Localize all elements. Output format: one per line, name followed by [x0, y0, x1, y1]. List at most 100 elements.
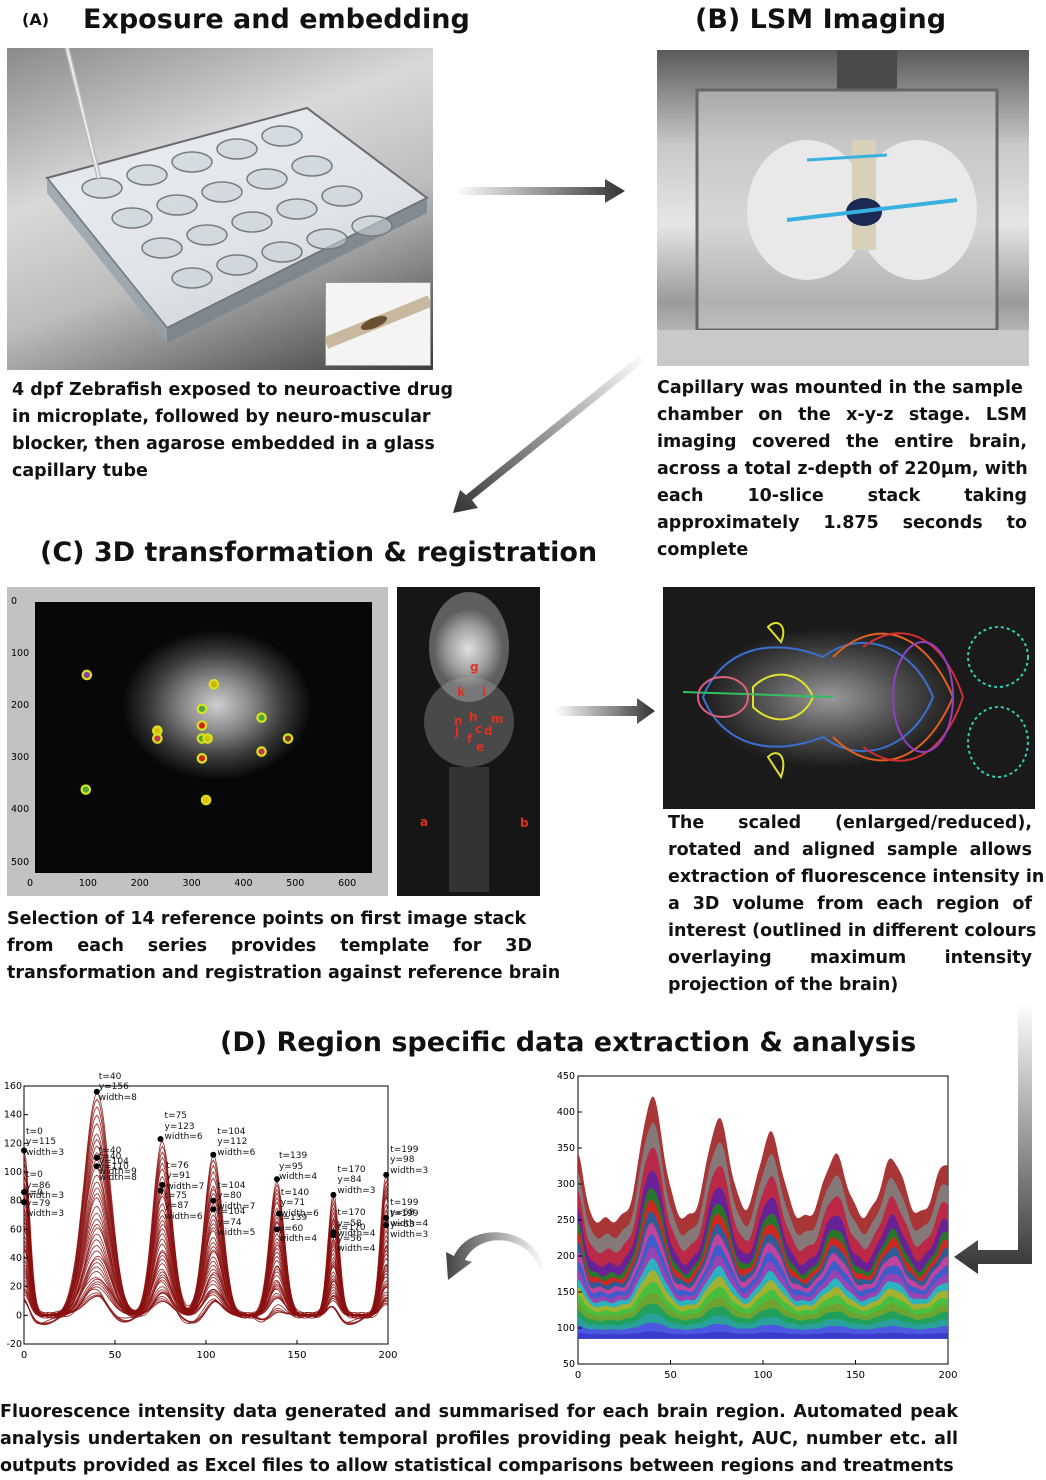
capillary-inset: [323, 282, 433, 366]
scatter-overlay: [80, 669, 294, 806]
reference-point: [196, 720, 208, 731]
y-tick-label: 100: [11, 648, 30, 660]
caption-line: from each series provides template for 3…: [7, 936, 532, 956]
reference-point: [152, 733, 163, 744]
reference-point: [282, 733, 294, 744]
peak-marker: [159, 1181, 166, 1188]
peak-marker: [383, 1222, 390, 1229]
peak-annotation: t=140 y=71 width=6: [280, 1187, 319, 1219]
peak-annotation: t=76 y=91 width=7: [166, 1160, 205, 1192]
x-tick-label: 600: [338, 878, 357, 889]
intensity-trace: [23, 1266, 389, 1317]
panel-d-caption: Fluorescence intensity data generated an…: [0, 1399, 958, 1480]
x-tick-label: 0: [21, 1350, 27, 1361]
peak-annotation: t=139 y=60 width=4: [278, 1213, 318, 1245]
y-tick-label: 100: [557, 1323, 575, 1334]
reference-letter: g: [470, 660, 479, 674]
intensity-trace: [23, 1271, 389, 1317]
peak-marker: [21, 1147, 27, 1154]
peak-marker: [210, 1151, 217, 1158]
y-tick-label: 200: [557, 1251, 575, 1262]
caption-line: across a total z-depth of 220µm, with: [657, 459, 1028, 479]
x-tick-label: 0: [575, 1370, 581, 1381]
caption-line: projection of the brain): [668, 975, 899, 995]
caption-line: Capillary was mounted in the sample: [657, 378, 1023, 398]
reference-point: [196, 703, 208, 715]
peak-annotation: t=139 y=95 width=4: [278, 1151, 318, 1183]
y-tick-label: 140: [4, 1110, 22, 1121]
peak-marker: [273, 1176, 280, 1183]
panel-a-caption: 4 dpf Zebrafish exposed to neuroactive d…: [12, 377, 454, 485]
peak-marker: [210, 1206, 217, 1213]
intensity-trace: [23, 1233, 389, 1317]
peak-annotation: t=104 y=112 width=6: [217, 1126, 256, 1158]
y-tick-label: 0: [11, 596, 18, 607]
reference-point: [208, 679, 220, 690]
reference-letter: b: [520, 816, 529, 830]
caption-line: complete: [657, 540, 749, 560]
reference-point: [202, 733, 213, 744]
reference-letter: f: [467, 732, 473, 746]
panel-a-title: Exposure and embedding: [83, 4, 470, 35]
caption-line: transformation and registration against …: [7, 963, 561, 983]
peak-annotation: t=75 y=87 width=6: [164, 1190, 203, 1222]
caption-line: 4 dpf Zebrafish exposed to neuroactive d…: [12, 380, 454, 400]
peak-annotation: t=40 y=110 width=8: [98, 1151, 137, 1183]
peak-annotation: t=170 y=58 width=4: [337, 1208, 376, 1240]
peak-marker: [93, 1154, 100, 1161]
peak-marker: [210, 1197, 217, 1204]
peak-annotation: t=0 y=79 width=3: [26, 1188, 65, 1220]
x-tick-label: 200: [130, 878, 149, 889]
reference-point: [80, 784, 92, 795]
x-tick-label: 500: [286, 878, 305, 889]
caption-line: Selection of 14 reference points on firs…: [7, 909, 527, 929]
y-tick-label: 400: [557, 1107, 575, 1118]
y-tick-label: 300: [11, 752, 30, 764]
x-tick-label: 150: [287, 1350, 306, 1361]
reference-letter: d: [484, 724, 493, 738]
panel-c-caption: Selection of 14 reference points on firs…: [7, 906, 561, 987]
arrow-d-curved: [446, 1232, 545, 1280]
panel-c-right-caption: The scaled (enlarged/reduced), rotated a…: [668, 810, 1044, 999]
peak-marker: [275, 1210, 282, 1217]
caption-line: each 10-slice stack taking: [657, 486, 1027, 506]
peak-marker: [157, 1187, 164, 1194]
reference-letter: k: [457, 685, 465, 699]
y-tick-label: 400: [11, 804, 30, 816]
peak-annotation: t=199 y=63 width=3: [390, 1209, 429, 1241]
panel-b-caption: Capillary was mounted in the sample cham…: [657, 375, 1028, 564]
peak-marker: [93, 1088, 100, 1095]
x-tick-label: 50: [664, 1370, 677, 1381]
caption-line: The scaled (enlarged/reduced),: [668, 813, 1032, 833]
x-tick-label: 400: [234, 878, 253, 889]
peak-annotation: t=40 y=104 width=9: [98, 1146, 137, 1178]
caption-line: interest (outlined in different colours: [668, 921, 1037, 941]
peak-annotation: t=199 y=68 width=4: [390, 1197, 429, 1229]
peak-annotation: t=104 y=80 width=7: [217, 1180, 256, 1212]
reference-letter: j: [455, 724, 460, 738]
y-tick-label: 100: [4, 1167, 22, 1178]
peak-marker: [93, 1163, 100, 1170]
caption-line: rotated and aligned sample allows: [668, 840, 1032, 860]
x-tick-label: 200: [938, 1370, 957, 1381]
y-tick-label: 160: [4, 1081, 22, 1092]
intensity-trace: [23, 1295, 389, 1326]
peak-marker: [21, 1189, 27, 1196]
panel-a-tag: (A): [22, 10, 50, 29]
caption-line: capillary tube: [12, 461, 148, 481]
y-tick-label: 350: [557, 1143, 575, 1154]
reference-letter: a: [420, 815, 429, 829]
peak-annotation: t=0 y=86 width=3: [26, 1170, 65, 1202]
reference-points-figure: 0 100 200 300 400 500 600 0 100 200 300 400 500: [7, 587, 388, 896]
y-tick-label: 450: [557, 1071, 575, 1082]
arrow-c-to-registered: [555, 698, 655, 724]
caption-line: chamber on the x-y-z stage. LSM: [657, 405, 1027, 425]
x-tick-label: 100: [78, 878, 97, 889]
arrow-b-to-c: [453, 355, 645, 513]
peak-marker: [330, 1191, 337, 1198]
peak-annotation: t=104 y=74 width=5: [217, 1207, 256, 1239]
intensity-trace: [23, 1286, 389, 1317]
y-tick-label: 250: [557, 1215, 575, 1226]
panel-b-title: (B) LSM Imaging: [695, 4, 947, 35]
y-tick-label: 60: [10, 1224, 22, 1235]
